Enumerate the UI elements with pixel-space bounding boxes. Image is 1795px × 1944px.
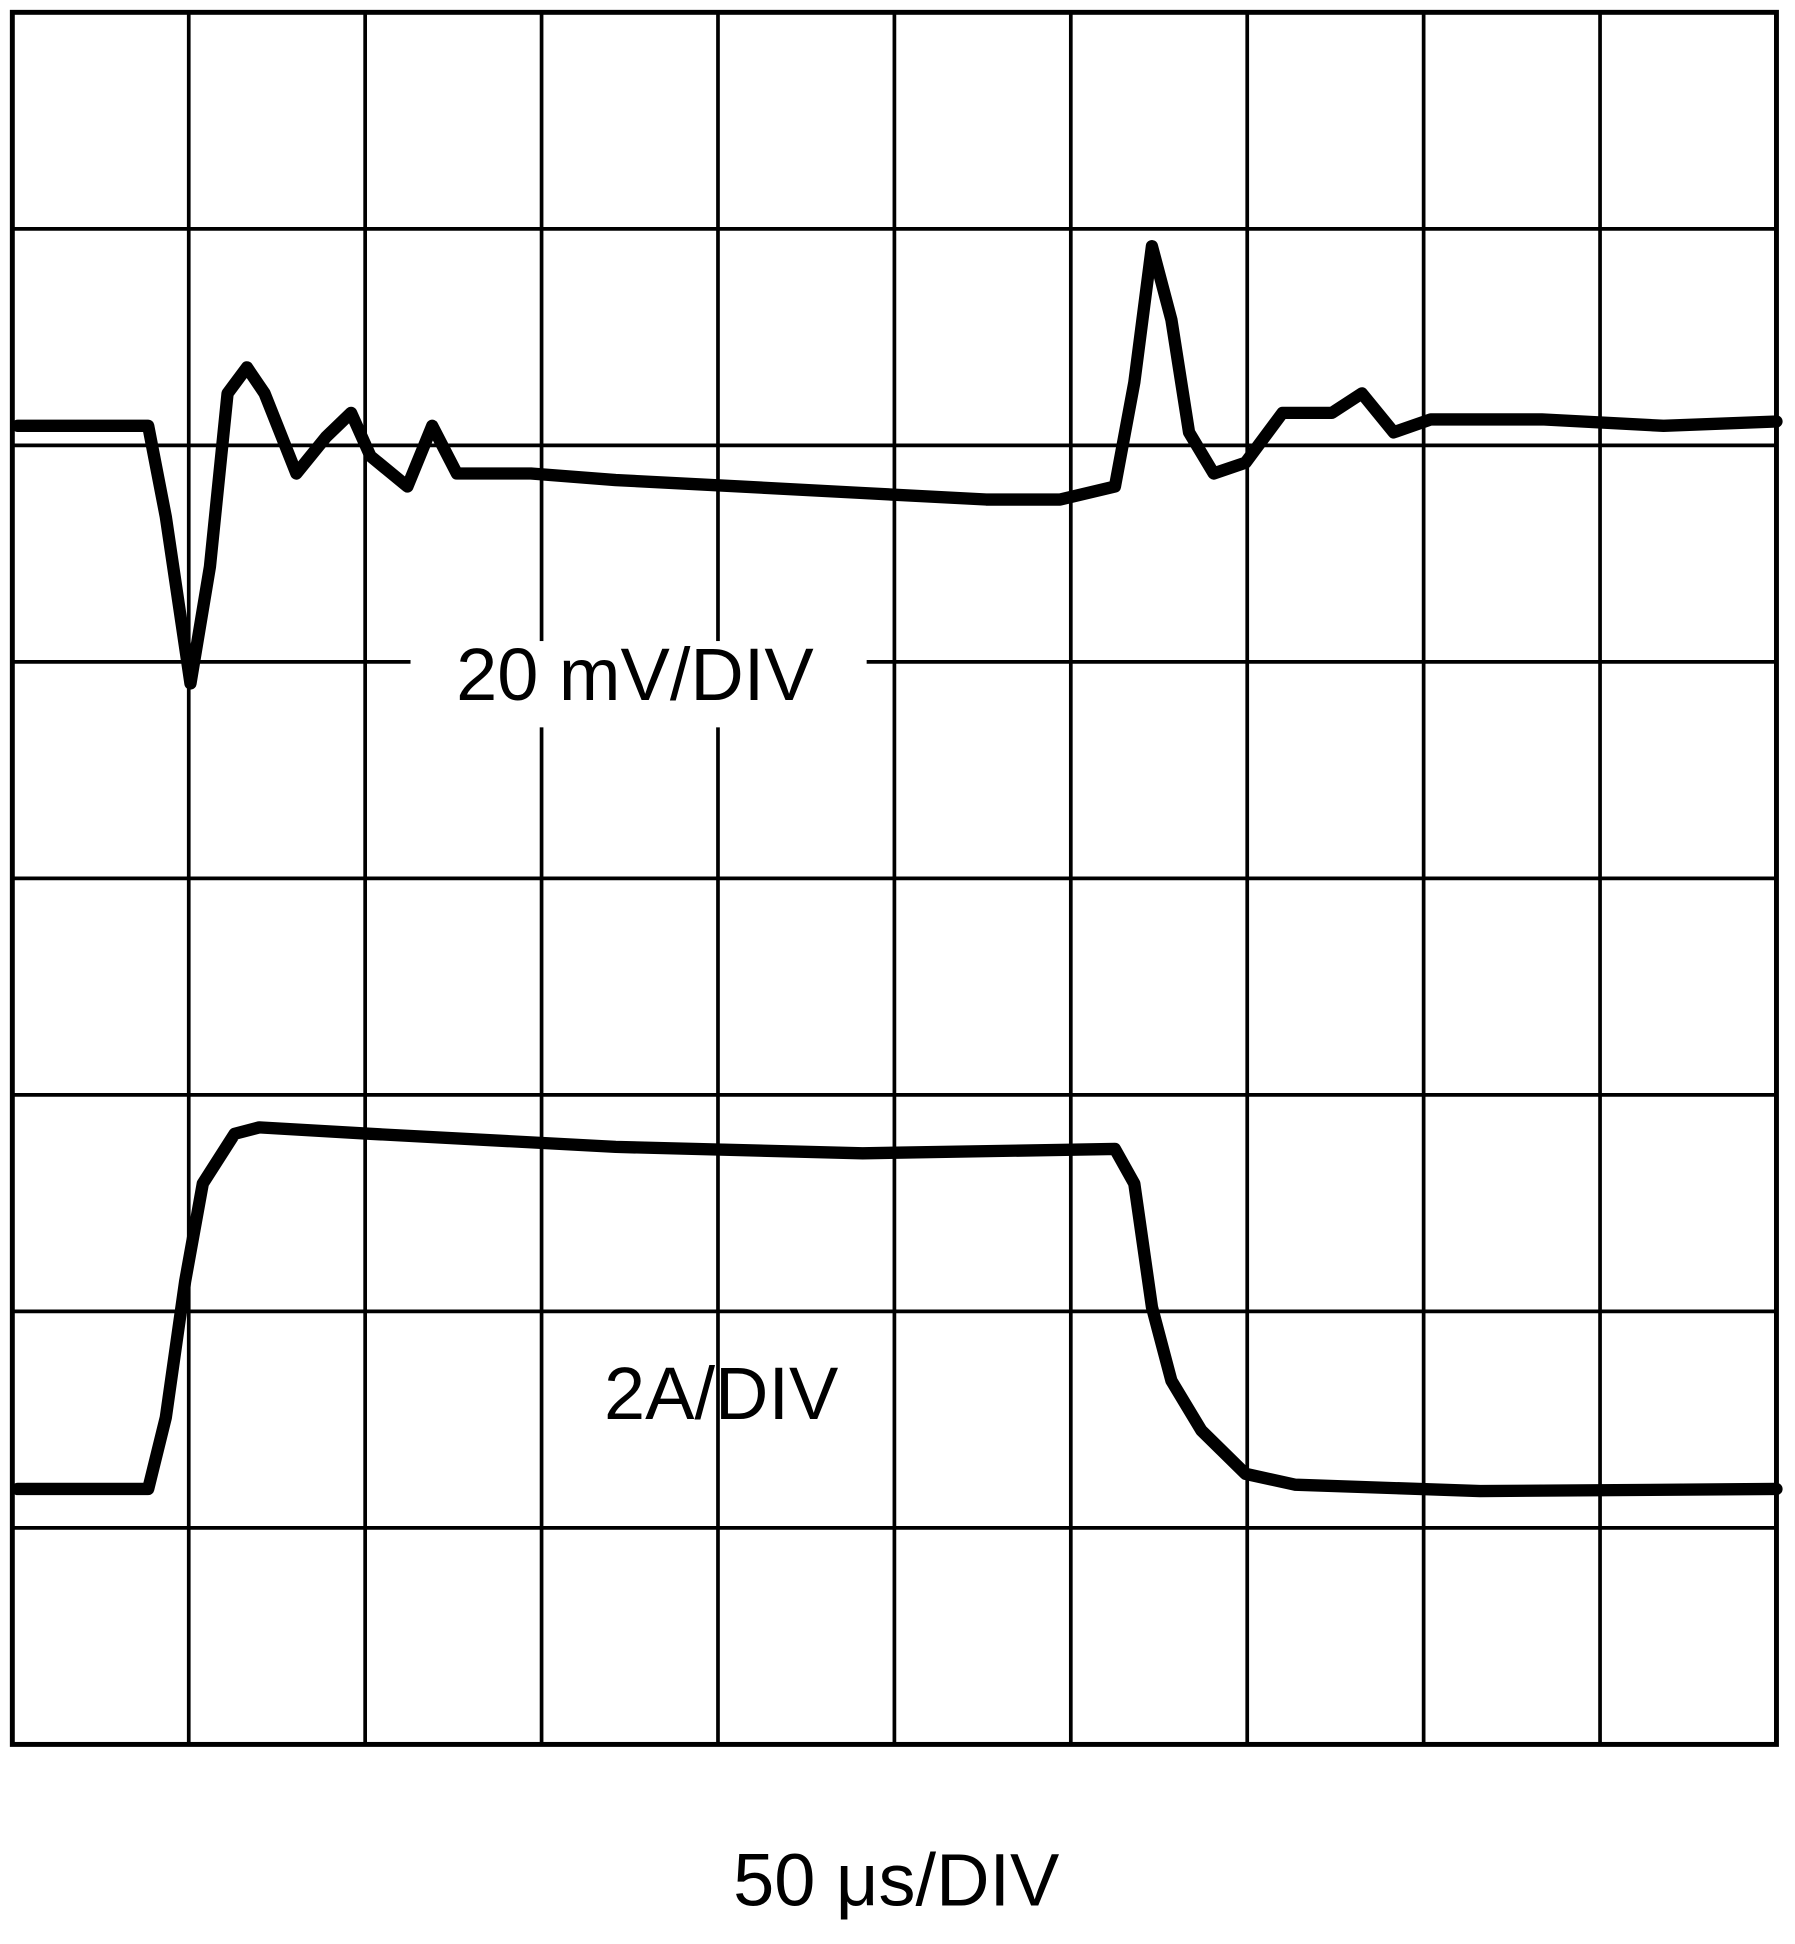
trace	[11, 240, 1783, 690]
annotation-background	[410, 641, 867, 728]
trace	[11, 1121, 1783, 1498]
annotation: 2A/DIV	[604, 1352, 838, 1435]
x-axis-label: 50 μs/DIV	[733, 1839, 1059, 1922]
plot-border	[9, 9, 1779, 1747]
plot: 20 mV/DIV 2A/DIV 50 μs/DIV	[9, 9, 1783, 1922]
annotation: 20 mV/DIV	[456, 633, 814, 716]
